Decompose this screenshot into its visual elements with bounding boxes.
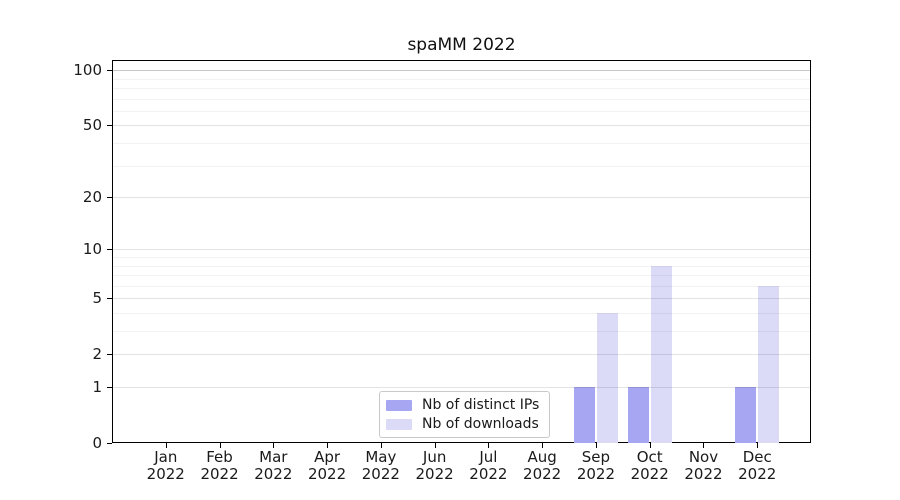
y-axis-label: 1 bbox=[92, 378, 102, 397]
x-axis-tick bbox=[757, 443, 759, 448]
bar-downloads-dec bbox=[758, 285, 780, 443]
y-axis-tick bbox=[107, 443, 112, 444]
x-axis-label: Oct 2022 bbox=[630, 448, 669, 483]
x-axis-label: Sep 2022 bbox=[576, 448, 616, 483]
legend-swatch-downloads-icon bbox=[386, 418, 412, 430]
legend-swatch-distinct-ips-icon bbox=[386, 399, 412, 411]
x-axis-tick bbox=[165, 443, 167, 448]
x-axis-tick bbox=[434, 443, 436, 448]
y-axis-label: 0 bbox=[92, 434, 102, 452]
minor-gridline bbox=[113, 78, 810, 80]
minor-gridline bbox=[113, 265, 810, 267]
x-axis-tick bbox=[542, 443, 544, 448]
x-axis-tick bbox=[273, 443, 275, 448]
chart-title: spaMM 2022 bbox=[407, 35, 516, 55]
minor-gridline bbox=[113, 165, 810, 167]
y-axis-tick bbox=[107, 298, 112, 300]
major-gridline bbox=[113, 298, 810, 300]
minor-gridline bbox=[113, 257, 810, 259]
y-axis-tick bbox=[107, 125, 112, 127]
bar-distinct-ips-dec bbox=[735, 387, 757, 443]
y-axis-tick bbox=[107, 249, 112, 251]
x-axis-tick bbox=[219, 443, 221, 448]
minor-gridline bbox=[113, 313, 810, 315]
y-axis-tick bbox=[107, 197, 112, 199]
y-axis-label: 100 bbox=[73, 61, 102, 80]
x-axis-label: Nov 2022 bbox=[684, 448, 723, 483]
minor-gridline bbox=[113, 331, 810, 333]
minor-gridline bbox=[113, 111, 810, 112]
x-axis-tick bbox=[380, 443, 382, 448]
major-gridline bbox=[113, 354, 810, 356]
x-axis-label: Jan 2022 bbox=[146, 448, 185, 483]
x-axis-label: Dec 2022 bbox=[738, 448, 777, 483]
x-axis-tick bbox=[327, 443, 329, 448]
major-gridline bbox=[113, 249, 810, 251]
x-axis-label: Mar 2022 bbox=[254, 448, 293, 483]
major-gridline bbox=[113, 125, 810, 127]
x-axis-tick bbox=[703, 443, 705, 448]
y-axis-tick bbox=[107, 387, 112, 389]
y-axis-label: 5 bbox=[92, 289, 102, 308]
y-axis-label: 50 bbox=[82, 116, 102, 135]
bar-downloads-sep bbox=[596, 313, 618, 443]
minor-gridline bbox=[113, 98, 810, 100]
y-axis-tick bbox=[107, 70, 112, 72]
x-axis-tick bbox=[649, 443, 651, 448]
legend: Nb of distinct IPs Nb of downloads bbox=[379, 391, 551, 438]
bar-distinct-ips-oct bbox=[627, 387, 649, 443]
x-axis-label: Jun 2022 bbox=[415, 448, 454, 483]
plot-area bbox=[112, 60, 811, 443]
major-gridline bbox=[113, 197, 810, 199]
x-axis-label: Feb 2022 bbox=[200, 448, 239, 483]
legend-label-distinct-ips: Nb of distinct IPs bbox=[422, 397, 540, 413]
minor-gridline bbox=[113, 275, 810, 277]
minor-gridline bbox=[113, 88, 810, 90]
x-axis-tick bbox=[488, 443, 490, 448]
bar-distinct-ips-sep bbox=[573, 387, 595, 443]
y-axis-tick bbox=[107, 354, 112, 356]
major-gridline bbox=[113, 70, 810, 72]
y-axis-label: 2 bbox=[92, 345, 102, 364]
minor-gridline bbox=[113, 143, 810, 145]
y-axis-label: 10 bbox=[82, 240, 102, 259]
y-axis-label: 20 bbox=[82, 188, 102, 207]
legend-item-distinct-ips: Nb of distinct IPs bbox=[386, 397, 539, 413]
legend-label-downloads: Nb of downloads bbox=[422, 416, 539, 432]
x-axis-label: Aug 2022 bbox=[523, 448, 562, 483]
major-gridline bbox=[113, 387, 810, 389]
legend-item-downloads: Nb of downloads bbox=[386, 416, 539, 432]
bar-downloads-oct bbox=[650, 265, 672, 443]
x-axis-label: Apr 2022 bbox=[307, 448, 347, 483]
x-axis-tick bbox=[595, 443, 597, 448]
x-axis-label: Jul 2022 bbox=[469, 448, 508, 483]
minor-gridline bbox=[113, 285, 810, 287]
x-axis-label: May 2022 bbox=[361, 448, 400, 483]
